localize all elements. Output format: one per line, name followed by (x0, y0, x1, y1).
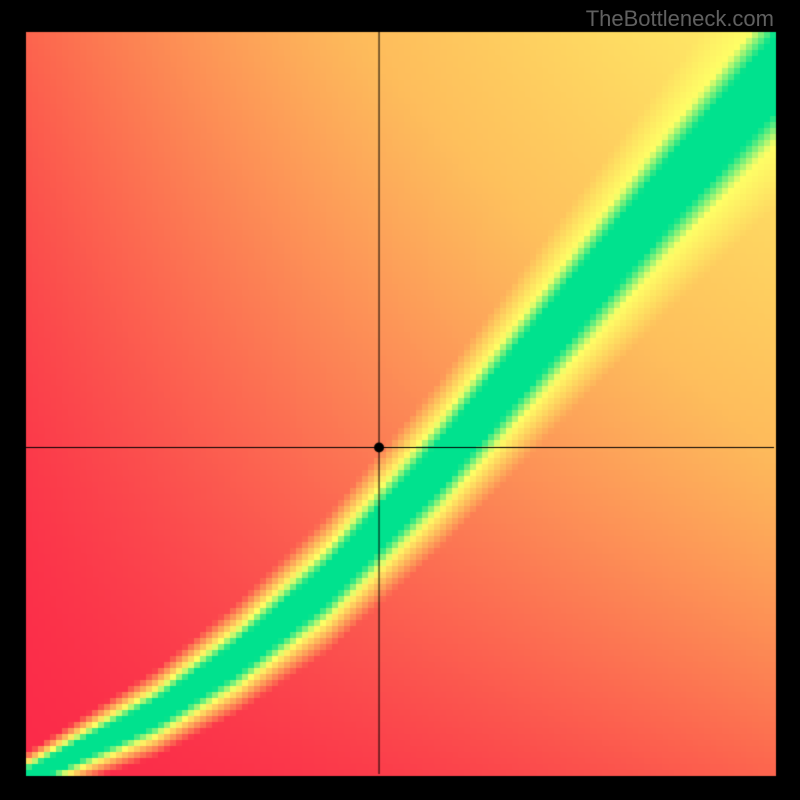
heatmap-canvas (0, 0, 800, 800)
watermark-text: TheBottleneck.com (586, 6, 774, 32)
chart-frame: TheBottleneck.com (0, 0, 800, 800)
